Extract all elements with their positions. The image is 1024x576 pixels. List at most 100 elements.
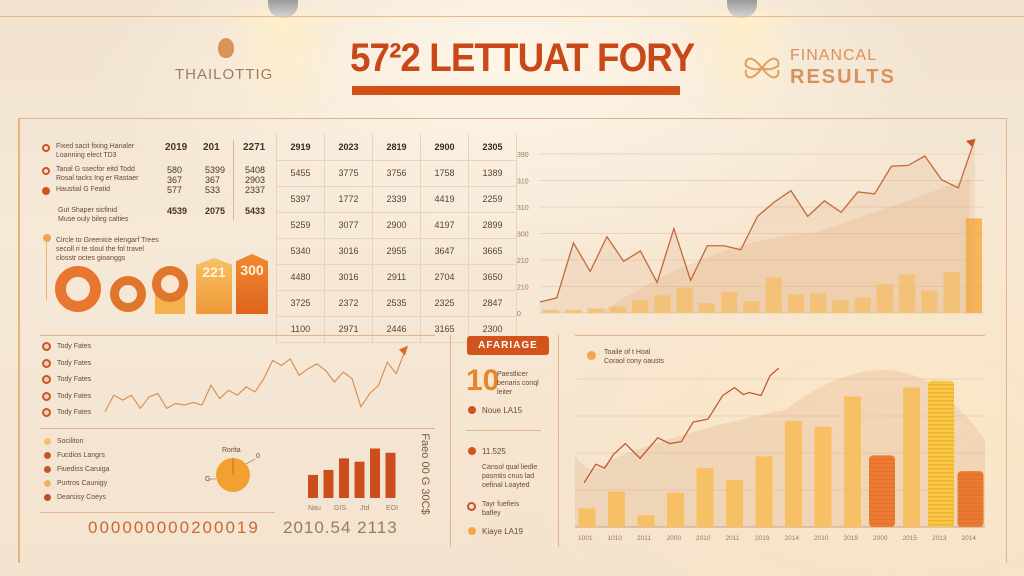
value-block: 300: [236, 254, 268, 314]
table-cell: 2847: [468, 289, 517, 317]
x-tick-label: Nau: [308, 505, 321, 512]
cell-value: 367: [167, 175, 183, 185]
column-header: 2819: [372, 134, 421, 161]
table-cell: 3725: [276, 289, 325, 317]
bar: [787, 294, 804, 313]
table-cell: 2900: [372, 211, 421, 239]
legend-label: Purtros Caunigy: [57, 480, 108, 487]
bottom-right-chart: 1001 1010 2011 2000 2010 2011 2019 2014 2010 2019…: [575, 367, 985, 542]
table-cell: 1389: [468, 159, 517, 187]
bar: [721, 291, 738, 313]
arrow-head-icon: [399, 345, 408, 356]
table-cell: 2259: [468, 185, 517, 213]
note-line: closstr octes gioanggs: [56, 255, 126, 262]
chart-legend: Toaile of t Hoal Coraol cony oausts: [604, 348, 664, 366]
bar: [543, 309, 560, 313]
x-tick-label: EOI: [386, 505, 398, 512]
trend-line: [104, 350, 406, 412]
line-area: [540, 138, 975, 313]
top-rule: [0, 16, 1024, 17]
pie-leader: [245, 458, 256, 465]
big-number-caption: Paestlicer benaris conql leiter: [497, 370, 539, 397]
side-divider: [466, 430, 541, 431]
y-tick-label: 300: [517, 232, 529, 239]
header-divider: [20, 118, 1006, 119]
x-tick-label: 2011: [726, 535, 740, 542]
table-cell: 2955: [372, 237, 421, 265]
table-row: 4480 3016 2911 2704 3650: [276, 263, 517, 291]
bar: [587, 308, 604, 313]
label-line: Haustial G Featid: [56, 186, 111, 193]
x-tick-label: 2011: [637, 535, 651, 542]
table-row: 5397 1772 2339 4419 2259: [276, 185, 517, 213]
table-cell: 2325: [420, 289, 469, 317]
x-tick-label: 1010: [608, 535, 623, 542]
legend-line: Toaile of t Hoal: [604, 349, 651, 356]
table-cell: 2899: [468, 211, 517, 239]
table-cell: 2911: [372, 263, 421, 291]
bar: [578, 508, 596, 527]
bar: [308, 474, 318, 498]
column-header: 2023: [324, 134, 373, 161]
section-divider: [575, 335, 985, 336]
table-cell: 3647: [420, 237, 469, 265]
side-item: Tayr fuefieis bafley: [482, 500, 519, 518]
digit-counter-2: 2010.54 2113: [283, 518, 398, 537]
bar: [921, 290, 938, 313]
donut-ring: [152, 266, 188, 302]
y-tick-label: 390: [517, 152, 529, 159]
note-line: secoll ri te sloul the fol travel: [56, 246, 144, 253]
label-line: Gut Shaper sicfinid: [58, 207, 118, 214]
data-table: 2919 2023 2819 2900 2305 5455 3775 3756 1758 1389…: [276, 134, 517, 343]
section-divider: [40, 428, 435, 429]
bar: [854, 297, 871, 313]
average-badge: AFARIAGE: [467, 336, 549, 355]
caption-line: leiter: [497, 389, 513, 396]
table-row: 5259 3077 2900 4197 2899: [276, 211, 517, 239]
table-cell: 5455: [276, 159, 325, 187]
pie-chart: [210, 458, 256, 492]
bar: [354, 461, 365, 498]
donut-ring: [110, 276, 146, 312]
bar: [323, 469, 334, 498]
legend-label: Sociliton: [57, 438, 84, 445]
x-tick-label: 2014: [962, 535, 977, 542]
bar: [785, 421, 802, 527]
label-line: Tanal G ssecfor eitd Todd: [56, 166, 135, 173]
column-divider: [558, 335, 559, 547]
right-frame: [1006, 118, 1007, 563]
x-tick-label: Jtd: [360, 505, 369, 512]
coin-stack: [957, 471, 984, 527]
x-tick-label: 2019: [755, 535, 770, 542]
bar: [810, 293, 827, 313]
side-item: 11.525: [482, 447, 506, 456]
bar: [676, 287, 693, 313]
cell-value: 533: [205, 185, 221, 195]
small-bar-chart: Nau GIS Jtd EOI: [308, 448, 398, 512]
bar: [755, 456, 773, 527]
legend-icon: [42, 342, 51, 351]
trend-line: [583, 367, 780, 484]
bar: [943, 271, 960, 313]
x-tick-label: 2019: [844, 535, 859, 542]
table-cell: 3665: [468, 237, 517, 265]
table-cell: 5397: [276, 185, 325, 213]
cell-value: 5408: [245, 165, 266, 175]
cell-value: 2903: [245, 175, 266, 185]
coin-stack: [869, 455, 895, 527]
legend-icon: [42, 375, 51, 384]
cell-value: 577: [167, 185, 183, 195]
x-tick-label: 2010: [814, 535, 829, 542]
bar: [726, 479, 743, 527]
y-tick-label: 310: [517, 179, 529, 186]
bullet-icon: [43, 234, 51, 242]
bar: [876, 284, 893, 313]
column-header: 2305: [468, 134, 517, 161]
table-row: 5455 3775 3756 1758 1389: [276, 159, 517, 187]
table-divider: [233, 140, 234, 220]
table-cell: 2535: [372, 289, 421, 317]
left-frame: [18, 118, 20, 563]
bar: [899, 274, 916, 313]
table-cell: 4480: [276, 263, 325, 291]
caption-line: pasmtis cnus lad: [482, 473, 535, 480]
